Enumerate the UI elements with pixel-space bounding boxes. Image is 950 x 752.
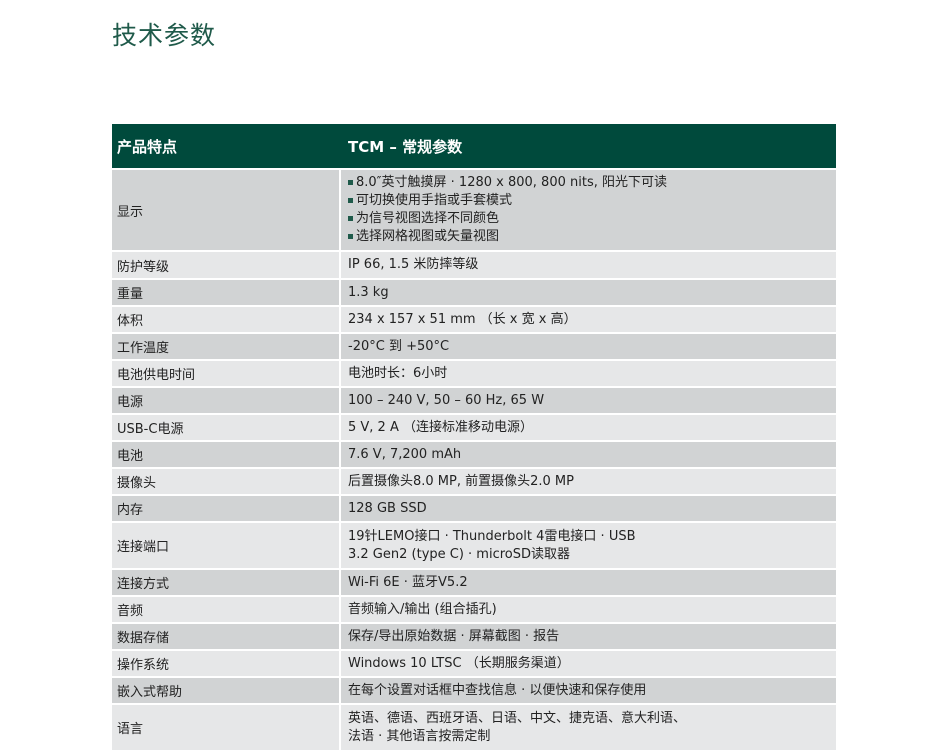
row-value: -20°C 到 +50°C (341, 334, 836, 359)
table-header: 产品特点 TCM – 常规参数 (112, 124, 836, 168)
row-label: 重量 (112, 280, 339, 305)
value-line: 电池时长：6小时 (348, 365, 448, 381)
table-row: 操作系统 Windows 10 LTSC （长期服务渠道） (112, 651, 836, 676)
row-value: 在每个设置对话框中查找信息 · 以便快速和保存使用 (341, 678, 836, 703)
row-value: 音频输入/输出 (组合插孔) (341, 597, 836, 622)
value-line: Windows 10 LTSC （长期服务渠道） (348, 655, 570, 671)
row-value: 1.3 kg (341, 280, 836, 305)
table-row: USB-C电源 5 V, 2 A （连接标准移动电源） (112, 415, 836, 440)
row-value: 电池时长：6小时 (341, 361, 836, 386)
page-title: 技术参数 (112, 21, 217, 50)
value-line: 1.3 kg (348, 284, 389, 300)
table-row: 重量 1.3 kg (112, 280, 836, 305)
value-line: 为信号视图选择不同颜色 (348, 210, 829, 228)
table-row: 电池 7.6 V, 7,200 mAh (112, 442, 836, 467)
row-label: 连接方式 (112, 570, 339, 595)
row-label: 数据存储 (112, 624, 339, 649)
row-value: 后置摄像头8.0 MP, 前置摄像头2.0 MP (341, 469, 836, 494)
table-row: 体积 234 x 157 x 51 mm （长 x 宽 x 高） (112, 307, 836, 332)
row-label: 音频 (112, 597, 339, 622)
value-line: 在每个设置对话框中查找信息 · 以便快速和保存使用 (348, 682, 647, 698)
row-value: 128 GB SSD (341, 496, 836, 521)
table-row: 电池供电时间 电池时长：6小时 (112, 361, 836, 386)
value-line: 19针LEMO接口 · Thunderbolt 4雷电接口 · USB (348, 528, 636, 544)
row-label: 摄像头 (112, 469, 339, 494)
row-value: 100 – 240 V, 50 – 60 Hz, 65 W (341, 388, 836, 413)
row-value: 19针LEMO接口 · Thunderbolt 4雷电接口 · USB 3.2 G… (341, 523, 836, 568)
row-value: 英语、德语、西班牙语、日语、中文、捷克语、意大利语、 法语 · 其他语言按需定制 (341, 705, 836, 750)
table-row: 连接端口 19针LEMO接口 · Thunderbolt 4雷电接口 · USB 3… (112, 523, 836, 568)
header-feature: 产品特点 (117, 137, 178, 156)
row-label: USB-C电源 (112, 415, 339, 440)
table-row: 内存 128 GB SSD (112, 496, 836, 521)
value-line: 100 – 240 V, 50 – 60 Hz, 65 W (348, 392, 545, 408)
value-line: 音频输入/输出 (组合插孔) (348, 601, 497, 617)
table-row: 电源 100 – 240 V, 50 – 60 Hz, 65 W (112, 388, 836, 413)
value-line: 8.0″英寸触摸屏 · 1280 x 800, 800 nits, 阳光下可读 (348, 174, 829, 192)
table-row: 显示 8.0″英寸触摸屏 · 1280 x 800, 800 nits, 阳光下可… (112, 170, 836, 250)
table-row: 音频 音频输入/输出 (组合插孔) (112, 597, 836, 622)
row-value: IP 66, 1.5 米防摔等级 (341, 252, 836, 278)
row-value: Wi-Fi 6E · 蓝牙V5.2 (341, 570, 836, 595)
row-value: 8.0″英寸触摸屏 · 1280 x 800, 800 nits, 阳光下可读可… (341, 170, 836, 250)
row-label: 电池 (112, 442, 339, 467)
table-row: 数据存储 保存/导出原始数据 · 屏幕截图 · 报告 (112, 624, 836, 649)
row-value: 5 V, 2 A （连接标准移动电源） (341, 415, 836, 440)
value-line: 后置摄像头8.0 MP, 前置摄像头2.0 MP (348, 473, 574, 489)
row-label: 连接端口 (112, 523, 339, 568)
value-line: -20°C 到 +50°C (348, 338, 450, 354)
value-line: 234 x 157 x 51 mm （长 x 宽 x 高） (348, 311, 577, 327)
row-value: 234 x 157 x 51 mm （长 x 宽 x 高） (341, 307, 836, 332)
row-label: 内存 (112, 496, 339, 521)
table-row: 防护等级 IP 66, 1.5 米防摔等级 (112, 252, 836, 278)
value-line: 英语、德语、西班牙语、日语、中文、捷克语、意大利语、 (348, 710, 687, 726)
row-value: Windows 10 LTSC （长期服务渠道） (341, 651, 836, 676)
row-label: 操作系统 (112, 651, 339, 676)
row-label: 体积 (112, 307, 339, 332)
value-line: 法语 · 其他语言按需定制 (348, 728, 491, 744)
row-label: 电源 (112, 388, 339, 413)
value-line: 选择网格视图或矢量视图 (348, 228, 829, 246)
value-line: Wi-Fi 6E · 蓝牙V5.2 (348, 574, 468, 590)
row-label: 工作温度 (112, 334, 339, 359)
value-line: 保存/导出原始数据 · 屏幕截图 · 报告 (348, 628, 560, 644)
table-row: 语言 英语、德语、西班牙语、日语、中文、捷克语、意大利语、 法语 · 其他语言按需定… (112, 705, 836, 750)
value-line: 5 V, 2 A （连接标准移动电源） (348, 419, 533, 435)
row-label: 防护等级 (112, 252, 339, 278)
table-row: 工作温度 -20°C 到 +50°C (112, 334, 836, 359)
row-value: 保存/导出原始数据 · 屏幕截图 · 报告 (341, 624, 836, 649)
value-line: 3.2 Gen2 (type C) · microSD读取器 (348, 546, 571, 562)
row-label: 电池供电时间 (112, 361, 339, 386)
header-specs: TCM – 常规参数 (348, 137, 463, 156)
value-line: 128 GB SSD (348, 500, 427, 516)
table-row: 嵌入式帮助 在每个设置对话框中查找信息 · 以便快速和保存使用 (112, 678, 836, 703)
row-label: 嵌入式帮助 (112, 678, 339, 703)
value-line: IP 66, 1.5 米防摔等级 (348, 257, 479, 272)
row-value: 7.6 V, 7,200 mAh (341, 442, 836, 467)
value-line: 可切换使用手指或手套模式 (348, 192, 829, 210)
table-row: 连接方式 Wi-Fi 6E · 蓝牙V5.2 (112, 570, 836, 595)
row-label: 显示 (112, 170, 339, 250)
value-line: 7.6 V, 7,200 mAh (348, 446, 462, 462)
spec-table: 产品特点 TCM – 常规参数 显示 8.0″英寸触摸屏 · 1280 x 800… (112, 124, 836, 752)
row-label: 语言 (112, 705, 339, 750)
table-row: 摄像头 后置摄像头8.0 MP, 前置摄像头2.0 MP (112, 469, 836, 494)
